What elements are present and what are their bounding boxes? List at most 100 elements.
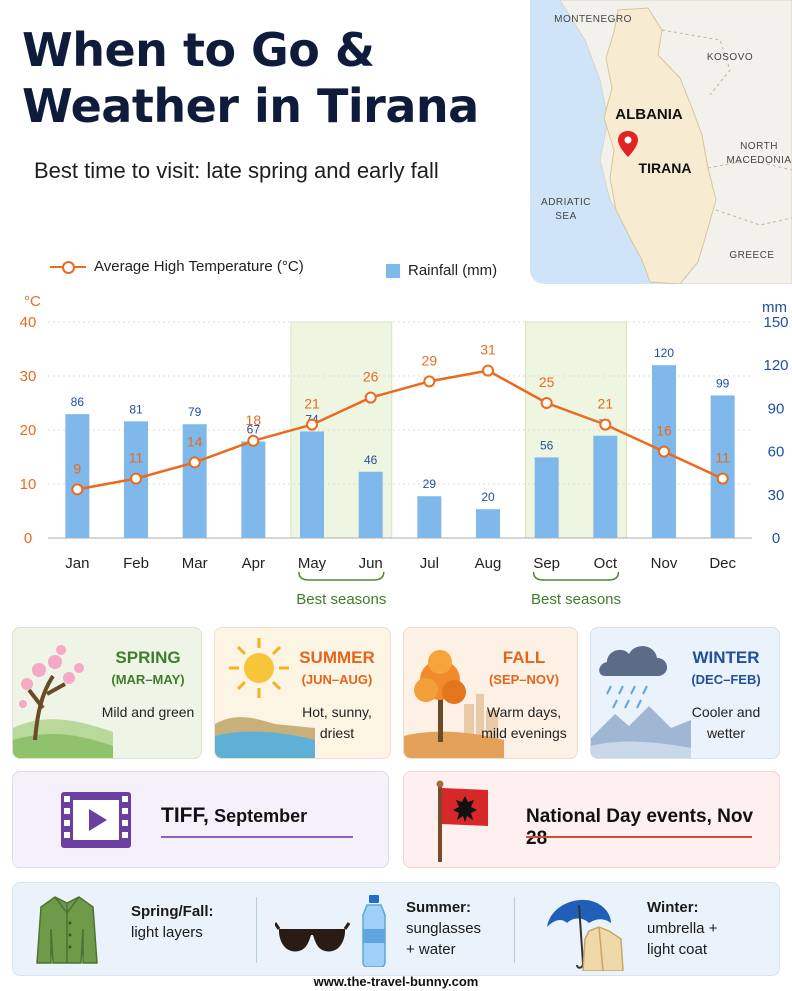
rainfall-label-feb: 81	[129, 402, 143, 416]
event-tiff-title: TIFF, September	[161, 804, 307, 828]
season-card-winter: WINTER (DEC–FEB) Cooler and wetter	[590, 627, 780, 759]
x-tick-feb: Feb	[123, 555, 149, 572]
season-desc-summer: Hot, sunny, driest	[282, 702, 390, 744]
season-desc-winter: Cooler and wetter	[671, 702, 779, 744]
y-left-tick-20: 20	[20, 422, 37, 439]
packing-divider-2	[514, 897, 515, 963]
legend-rainfall-label: Rainfall (mm)	[408, 262, 498, 279]
temperature-point-dec	[716, 472, 729, 485]
sunglasses-water-icon	[275, 895, 386, 967]
season-desc-line1: Hot, sunny,	[302, 704, 372, 720]
legend-temperature-label: Average High Temperature (°C)	[94, 258, 304, 275]
map-label-north-macedonia: NORTH MACEDONIA	[726, 140, 792, 168]
footer-url[interactable]: www.the-travel-bunny.com	[313, 974, 479, 989]
x-tick-jan: Jan	[65, 555, 89, 572]
temperature-label-may: 21	[304, 396, 320, 412]
best-season-label-1: Best seasons	[296, 591, 386, 608]
packing-summer-label: Summer:	[406, 899, 472, 916]
map-border-line-2	[707, 159, 792, 171]
map-albania-shape	[603, 7, 717, 284]
chart-grid	[48, 321, 752, 539]
temperature-label-jul: 29	[422, 352, 438, 368]
season-range-winter: (DEC–FEB)	[691, 672, 761, 687]
season-name-fall: FALL	[502, 648, 546, 667]
albania-flag-icon	[436, 780, 488, 862]
y-left-tick-0: 0	[24, 530, 32, 547]
y-right-tick-150: 150	[763, 314, 788, 331]
season-card-fall: FALL (SEP–NOV) Warm days, mild evenings	[403, 627, 578, 759]
x-tick-jun: Jun	[359, 555, 383, 572]
season-card-spring: SPRING (MAR–MAY) Mild and green	[12, 627, 202, 759]
autumn-tree-icon	[404, 650, 504, 758]
packing-winter-line2: light coat	[647, 941, 708, 958]
legend-temperature: Average High Temperature (°C)	[50, 258, 304, 275]
rainfall-bar-jun	[358, 471, 383, 538]
rain-cloud-icon	[591, 646, 691, 758]
map-shapes	[559, 0, 792, 284]
rainfall-bar-jul	[417, 496, 442, 538]
y-right-tick-30: 30	[768, 487, 785, 504]
temperature-point-nov	[658, 445, 670, 458]
rainfall-label-sep: 56	[540, 438, 554, 452]
season-desc-line2: driest	[319, 725, 355, 741]
albania-map: MONTENEGRO KOSOVO ALBANIA TIRANA NORTH M…	[530, 0, 792, 284]
y-left-tick-40: 40	[20, 314, 37, 331]
x-tick-nov: Nov	[651, 555, 678, 572]
map-border-line-3	[715, 209, 792, 226]
legend-line-swatch	[50, 260, 86, 274]
film-play-icon	[61, 792, 131, 848]
rainfall-bars: 8681796774462920567112099	[65, 346, 735, 538]
rainfall-bar-dec	[710, 395, 735, 538]
sun-icon	[215, 638, 315, 758]
event-national-day-title: National Day events, Nov 28	[526, 806, 754, 849]
map-label-sea: SEA	[555, 211, 577, 222]
y-right-tick-120: 120	[763, 357, 788, 374]
temperature-label-oct: 21	[598, 396, 614, 412]
rainfall-label-jul: 29	[423, 477, 437, 491]
y-left-tick-30: 30	[20, 368, 37, 385]
temperature-point-mar	[188, 456, 201, 469]
temperature-point-apr	[247, 434, 260, 447]
packing-spring-fall: Spring/Fall: light layers	[131, 901, 214, 943]
packing-tips: Spring/Fall: light layers Summer: sungla…	[12, 882, 780, 976]
map-label-tirana: TIRANA	[638, 160, 692, 176]
event-tiff-underline	[161, 836, 353, 838]
rainfall-bar-jan	[65, 414, 90, 538]
temperature-point-jun	[364, 391, 377, 404]
season-range-summer: (JUN–AUG)	[301, 672, 373, 687]
rainfall-bar-oct	[593, 435, 618, 538]
temperature-label-sep: 25	[539, 374, 555, 390]
temperature-label-mar: 14	[187, 433, 203, 449]
temperature-point-oct	[599, 418, 612, 431]
season-desc-line1: Mild and green	[101, 704, 195, 720]
temperature-point-feb	[130, 472, 142, 485]
rainfall-bar-sep	[534, 457, 559, 538]
packing-divider	[256, 897, 257, 963]
umbrella-coat-icon	[547, 899, 624, 971]
y-right-unit: mm	[762, 299, 787, 316]
packing-winter-label: Winter:	[647, 899, 699, 916]
map-label-macedonia: MACEDONIA	[726, 155, 792, 166]
event-tiff-name: TIFF,	[161, 804, 209, 827]
temperature-point-may	[306, 418, 318, 431]
packing-winter-line1: umbrella +	[647, 920, 718, 937]
y-right-tick-0: 0	[772, 530, 780, 547]
y-right-tick-90: 90	[768, 400, 785, 417]
jacket-icon	[36, 896, 98, 964]
map-label-albania: ALBANIA	[615, 106, 683, 123]
packing-summer-line1: sunglasses	[406, 920, 482, 937]
temperature-point-sep	[540, 397, 553, 409]
temperature-polyline	[77, 369, 724, 491]
chart-axes: °C mm 0 10 20 30 40 0 30 60 90 120 150 Jan Feb Mar Apr Ma…	[20, 293, 789, 572]
season-name-winter: WINTER	[692, 648, 760, 667]
title-line-2: Weather in Tirana	[22, 79, 479, 133]
temperature-point-jan	[71, 483, 84, 496]
location-pin-icon	[618, 131, 638, 157]
season-desc-fall: Warm days, mild evenings	[469, 702, 577, 744]
temperature-label-nov: 16	[656, 423, 672, 439]
map-label-greece: GREECE	[729, 250, 775, 261]
temperature-label-jun: 26	[363, 369, 379, 385]
x-tick-oct: Oct	[594, 555, 618, 572]
map-label-adriatic: ADRIATIC	[541, 197, 591, 208]
